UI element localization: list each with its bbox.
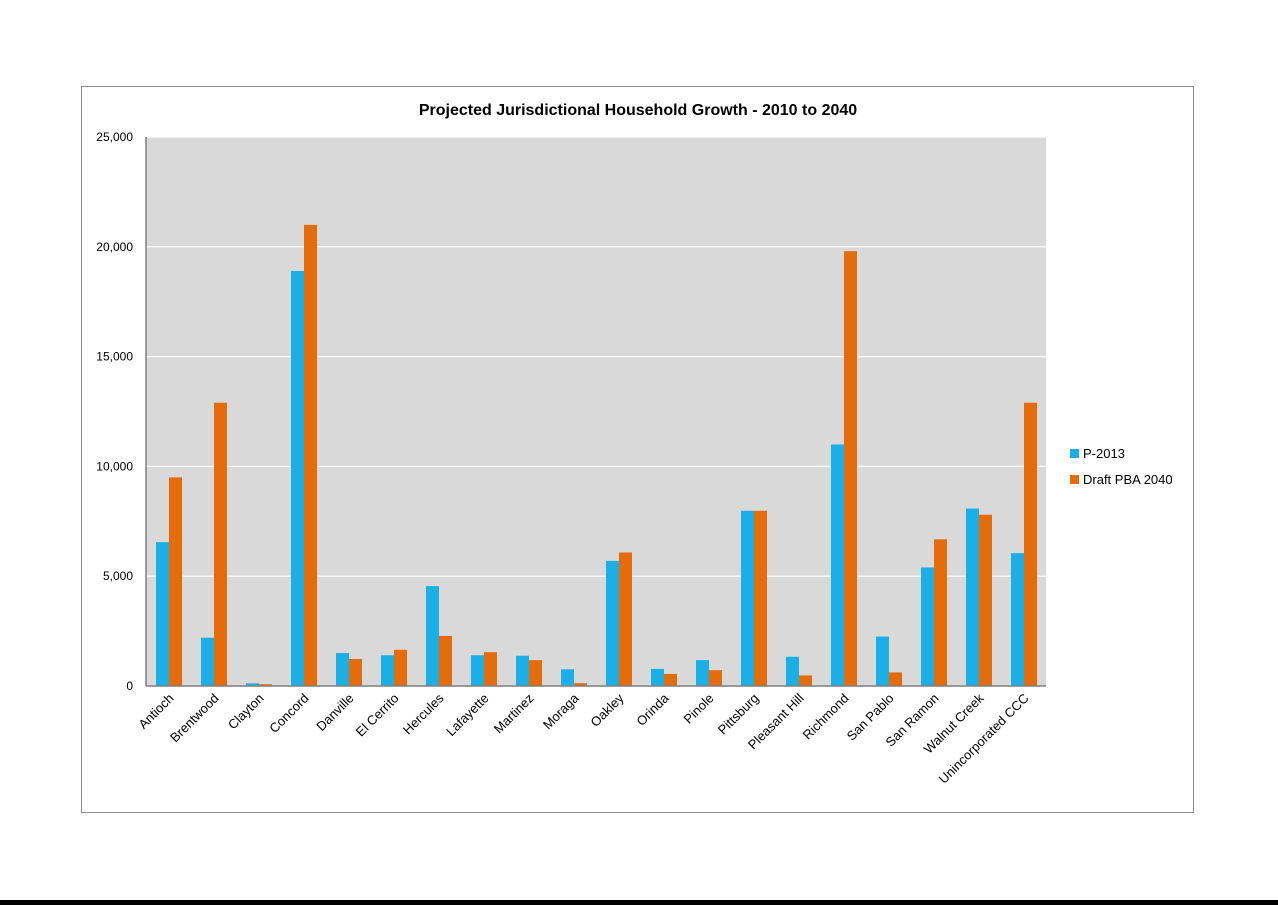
x-category-label: Concord <box>266 691 311 736</box>
legend-swatch <box>1070 449 1079 458</box>
bar-p2013 <box>471 655 484 686</box>
bar-p2013 <box>606 560 619 686</box>
bar-p2013 <box>291 270 304 686</box>
x-category-label: Unincorporated CCC <box>936 691 1032 787</box>
bar-draft-pba-2040 <box>619 552 632 686</box>
bar-p2013 <box>156 542 169 686</box>
bar-draft-pba-2040 <box>529 660 542 686</box>
bar-draft-pba-2040 <box>1024 402 1037 686</box>
bar-p2013 <box>381 655 394 686</box>
bar-p2013 <box>966 508 979 686</box>
x-category-label: Oakley <box>587 690 627 730</box>
x-category-label: Moraga <box>540 690 582 732</box>
bar-p2013 <box>426 586 439 686</box>
bar-draft-pba-2040 <box>709 670 722 686</box>
plot-area <box>146 137 1046 686</box>
x-category-label: Lafayette <box>443 691 491 739</box>
bar-draft-pba-2040 <box>934 539 947 686</box>
bar-draft-pba-2040 <box>349 658 362 686</box>
bar-p2013 <box>921 567 934 686</box>
legend-label: Draft PBA 2040 <box>1083 472 1173 487</box>
y-tick-label: 20,000 <box>96 240 133 254</box>
bar-p2013 <box>786 656 799 686</box>
bar-p2013 <box>201 637 214 686</box>
legend-swatch <box>1070 475 1079 484</box>
bar-p2013 <box>831 444 844 686</box>
bar-p2013 <box>336 653 349 686</box>
x-category-label: Danville <box>313 691 356 734</box>
legend: P-2013 Draft PBA 2040 <box>1070 446 1173 487</box>
bar-p2013 <box>561 669 574 686</box>
y-tick-label: 10,000 <box>96 459 133 473</box>
bar-draft-pba-2040 <box>394 649 407 686</box>
bar-p2013 <box>246 683 259 686</box>
x-category-label: Clayton <box>225 691 267 733</box>
bar-p2013 <box>741 510 754 686</box>
page-bottom-rule <box>0 900 1278 905</box>
chart-title: Projected Jurisdictional Household Growt… <box>419 102 857 119</box>
bar-draft-pba-2040 <box>754 510 767 686</box>
bar-draft-pba-2040 <box>439 635 452 686</box>
x-category-label: Pittsburg <box>715 691 762 738</box>
x-category-label: El Cerrito <box>353 691 402 740</box>
x-category-label: Antioch <box>135 691 176 732</box>
y-tick-label: 0 <box>126 679 133 693</box>
bar-p2013 <box>516 655 529 686</box>
y-tick-label: 15,000 <box>96 350 133 364</box>
bar-draft-pba-2040 <box>889 672 902 686</box>
bar-draft-pba-2040 <box>259 684 272 686</box>
y-axis-ticks: 0 5,000 10,000 15,000 20,000 25,000 <box>96 130 133 693</box>
x-category-label: Hercules <box>400 690 447 737</box>
bar-p2013 <box>1011 553 1024 686</box>
bar-p2013 <box>696 660 709 686</box>
x-category-label: Martinez <box>491 691 537 737</box>
x-category-label: Pinole <box>680 691 716 727</box>
bar-draft-pba-2040 <box>484 652 497 686</box>
x-category-label: Richmond <box>800 691 852 743</box>
bar-draft-pba-2040 <box>304 224 317 686</box>
y-tick-label: 5,000 <box>103 569 133 583</box>
bar-draft-pba-2040 <box>664 673 677 686</box>
bars <box>156 224 1037 686</box>
bar-draft-pba-2040 <box>844 251 857 686</box>
bar-draft-pba-2040 <box>799 675 812 686</box>
y-tick-label: 25,000 <box>96 130 133 144</box>
bar-draft-pba-2040 <box>979 514 992 686</box>
bar-draft-pba-2040 <box>574 683 587 686</box>
legend-label: P-2013 <box>1083 446 1125 461</box>
x-category-label: Orinda <box>633 690 672 729</box>
bar-p2013 <box>651 668 664 686</box>
bar-draft-pba-2040 <box>214 402 227 686</box>
axes <box>145 137 1046 687</box>
x-category-label: Brentwood <box>167 691 222 746</box>
bar-p2013 <box>876 636 889 686</box>
bar-draft-pba-2040 <box>169 477 182 686</box>
